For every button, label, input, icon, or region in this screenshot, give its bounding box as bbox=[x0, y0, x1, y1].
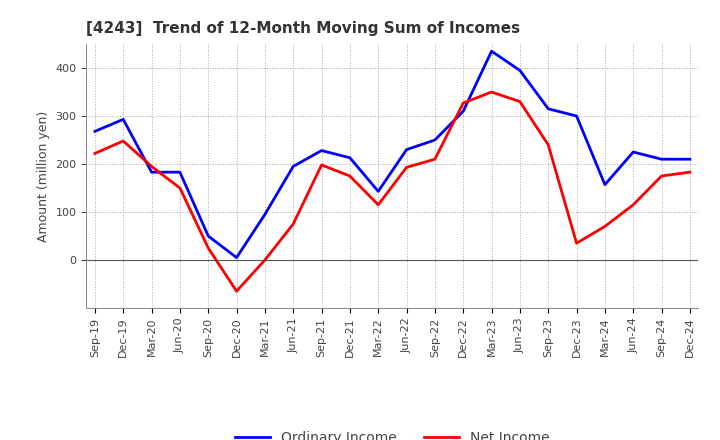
Ordinary Income bbox=[431, 137, 439, 143]
Ordinary Income bbox=[459, 109, 467, 114]
Ordinary Income bbox=[233, 255, 241, 260]
Net Income bbox=[289, 221, 297, 227]
Ordinary Income bbox=[374, 189, 382, 194]
Net Income bbox=[374, 202, 382, 207]
Net Income bbox=[402, 165, 411, 170]
Ordinary Income bbox=[176, 169, 184, 175]
Y-axis label: Amount (million yen): Amount (million yen) bbox=[37, 110, 50, 242]
Ordinary Income bbox=[346, 155, 354, 161]
Net Income bbox=[176, 185, 184, 191]
Line: Ordinary Income: Ordinary Income bbox=[95, 51, 690, 257]
Net Income bbox=[516, 99, 524, 104]
Net Income bbox=[233, 289, 241, 294]
Net Income bbox=[346, 173, 354, 179]
Net Income bbox=[572, 241, 581, 246]
Line: Net Income: Net Income bbox=[95, 92, 690, 291]
Ordinary Income bbox=[119, 117, 127, 122]
Net Income bbox=[685, 169, 694, 175]
Net Income bbox=[629, 202, 637, 207]
Ordinary Income bbox=[657, 157, 666, 162]
Ordinary Income bbox=[629, 149, 637, 154]
Ordinary Income bbox=[685, 157, 694, 162]
Net Income bbox=[600, 224, 609, 229]
Net Income bbox=[318, 162, 326, 168]
Net Income bbox=[544, 142, 552, 147]
Net Income bbox=[119, 138, 127, 143]
Net Income bbox=[657, 173, 666, 179]
Ordinary Income bbox=[261, 212, 269, 217]
Net Income bbox=[487, 89, 496, 95]
Ordinary Income bbox=[516, 68, 524, 73]
Ordinary Income bbox=[148, 169, 156, 175]
Ordinary Income bbox=[572, 114, 581, 119]
Text: [4243]  Trend of 12-Month Moving Sum of Incomes: [4243] Trend of 12-Month Moving Sum of I… bbox=[86, 21, 521, 36]
Ordinary Income bbox=[91, 129, 99, 134]
Ordinary Income bbox=[318, 148, 326, 153]
Net Income bbox=[148, 164, 156, 169]
Net Income bbox=[261, 257, 269, 263]
Net Income bbox=[204, 246, 212, 251]
Ordinary Income bbox=[544, 106, 552, 111]
Net Income bbox=[431, 157, 439, 162]
Ordinary Income bbox=[487, 48, 496, 54]
Net Income bbox=[459, 100, 467, 106]
Net Income bbox=[91, 151, 99, 156]
Ordinary Income bbox=[402, 147, 411, 152]
Ordinary Income bbox=[204, 233, 212, 238]
Ordinary Income bbox=[600, 182, 609, 187]
Ordinary Income bbox=[289, 164, 297, 169]
Legend: Ordinary Income, Net Income: Ordinary Income, Net Income bbox=[230, 426, 555, 440]
